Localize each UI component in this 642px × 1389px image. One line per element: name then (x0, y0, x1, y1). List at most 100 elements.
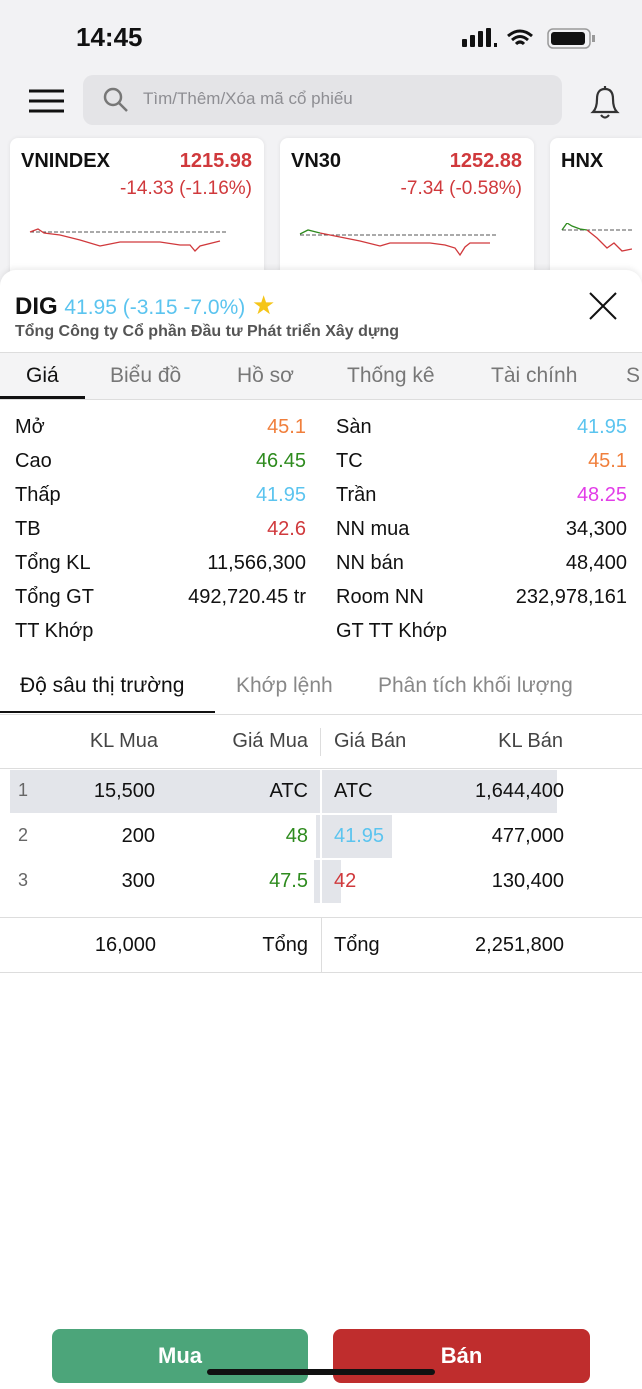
total-buy: 16,000 (94, 934, 156, 956)
index-sparkline (299, 229, 496, 257)
depth-kl-ban: 130,400 (491, 870, 564, 892)
info-label: GT TT Khớp (336, 620, 447, 642)
divider (320, 728, 321, 756)
stock-symbol: DIG (15, 293, 58, 320)
detail-tabs: Giá Biểu đồ Hồ sơ Thống kê Tài chính S (0, 352, 642, 400)
tab-tai-chinh[interactable]: Tài chính (491, 364, 578, 387)
divider (321, 918, 322, 973)
info-value: 48,400 (565, 552, 627, 574)
depth-gia-ban[interactable]: 41.95 (334, 825, 385, 847)
info-label: Sàn (336, 416, 372, 438)
depth-level: 3 (18, 870, 29, 890)
info-label: NN bán (336, 552, 404, 574)
index-card-vnindex[interactable]: VNINDEX 1215.98 -14.33 (-1.16%) (10, 138, 264, 288)
info-label: Trần (336, 484, 377, 506)
status-time: 14:45 (76, 22, 143, 52)
menu-icon[interactable] (29, 88, 65, 114)
tab-bieu-do[interactable]: Biểu đồ (110, 364, 182, 387)
status-icons (462, 28, 595, 49)
tab-do-sau[interactable]: Độ sâu thị trường (20, 674, 185, 697)
info-value: 34,300 (565, 518, 627, 540)
depth-gia-mua[interactable]: 47.5 (269, 870, 308, 892)
home-indicator (207, 1369, 435, 1375)
bell-icon[interactable] (588, 84, 622, 122)
depth-kl-mua: 15,500 (93, 780, 155, 802)
depth-kl-ban: 1,644,400 (475, 780, 564, 802)
stock-quote: 41.95 (-3.15 -7.0%) (64, 296, 246, 319)
info-label: NN mua (336, 518, 410, 540)
header-gia-mua: Giá Mua (232, 730, 308, 752)
header-kl-ban: KL Bán (498, 730, 563, 752)
index-price: 1252.88 (449, 150, 522, 172)
tab-ho-so[interactable]: Hồ sơ (237, 364, 294, 387)
info-label: Thấp (15, 484, 61, 506)
total-sell: 2,251,800 (475, 934, 564, 956)
depth-header: KL Mua Giá Mua Giá Bán KL Bán (0, 716, 642, 769)
info-value: 41.95 (255, 484, 306, 506)
info-label: TB (15, 518, 41, 540)
depth-total-row: 16,000 Tổng Tổng 2,251,800 (0, 917, 642, 973)
info-value: 232,978,161 (515, 586, 627, 608)
buy-depth-bar (314, 860, 320, 903)
search-placeholder: Tìm/Thêm/Xóa mã cổ phiếu (143, 89, 353, 108)
info-value: 48.25 (576, 484, 627, 506)
index-sparkline (29, 228, 226, 252)
index-name: VNINDEX (21, 150, 110, 172)
depth-level: 2 (18, 825, 29, 845)
info-value: 11,566,300 (207, 552, 306, 574)
index-card-hnx[interactable]: HNX (550, 138, 642, 288)
info-label: Tổng KL (15, 552, 91, 574)
info-label: TC (336, 450, 363, 472)
depth-tabs: Độ sâu thị trường Khớp lệnh Phân tích kh… (0, 660, 642, 715)
close-icon[interactable] (588, 291, 618, 321)
info-label: Tổng GT (15, 586, 94, 608)
depth-kl-ban: 477,000 (491, 825, 564, 847)
info-label: Cao (15, 450, 52, 472)
star-icon[interactable]: ★ (251, 290, 276, 320)
depth-gia-ban[interactable]: ATC (334, 780, 373, 802)
sell-depth-bar (322, 815, 392, 858)
search-input[interactable]: Tìm/Thêm/Xóa mã cổ phiếu (83, 75, 562, 125)
total-label-buy: Tổng (262, 934, 308, 956)
depth-gia-ban[interactable]: 42 (334, 870, 357, 892)
info-value: 42.6 (267, 518, 306, 540)
info-value: 492,720.45 tr (188, 586, 306, 608)
stock-header: DIG 41.95 (-3.15 -7.0%) ★ (15, 290, 275, 321)
tab-thong-ke[interactable]: Thống kê (347, 364, 435, 387)
active-tab-indicator (0, 396, 85, 399)
tab-more[interactable]: S (626, 364, 641, 387)
header-gia-ban: Giá Bán (334, 730, 407, 752)
buy-depth-bar (10, 770, 320, 813)
index-change: -14.33 (-1.16%) (119, 178, 252, 199)
depth-kl-mua: 200 (121, 825, 155, 847)
buy-depth-bar (316, 815, 320, 858)
index-card-vn30[interactable]: VN30 1252.88 -7.34 (-0.58%) (280, 138, 534, 288)
index-name: HNX (561, 150, 604, 172)
info-value: 41.95 (576, 416, 627, 438)
search-icon (103, 87, 128, 112)
info-value: 45.1 (267, 416, 306, 438)
sell-depth-bar (322, 770, 557, 813)
tab-phan-tich[interactable]: Phân tích khối lượng (378, 674, 573, 697)
stock-detail-sheet (0, 270, 642, 1389)
info-label: Room NN (336, 586, 424, 608)
index-name: VN30 (291, 150, 342, 172)
active-depth-indicator (0, 711, 215, 713)
index-change: -7.34 (-0.58%) (400, 178, 522, 199)
info-value: 45.1 (588, 450, 627, 472)
sell-depth-bar (322, 860, 341, 903)
index-price: 1215.98 (179, 150, 252, 172)
total-label-sell: Tổng (334, 934, 380, 956)
tab-gia[interactable]: Giá (26, 364, 59, 387)
tab-khop-lenh[interactable]: Khớp lệnh (236, 674, 333, 697)
info-value: 46.45 (255, 450, 306, 472)
info-label: TT Khớp (15, 620, 94, 642)
company-name: Tổng Công ty Cổ phần Đầu tư Phát triển X… (15, 323, 400, 340)
info-label: Mở (15, 416, 45, 438)
depth-gia-mua[interactable]: 48 (285, 825, 308, 847)
depth-level: 1 (18, 780, 29, 800)
depth-kl-mua: 300 (121, 870, 155, 892)
index-sparkline (561, 223, 632, 252)
depth-gia-mua[interactable]: ATC (269, 780, 308, 802)
header-kl-mua: KL Mua (89, 730, 158, 752)
